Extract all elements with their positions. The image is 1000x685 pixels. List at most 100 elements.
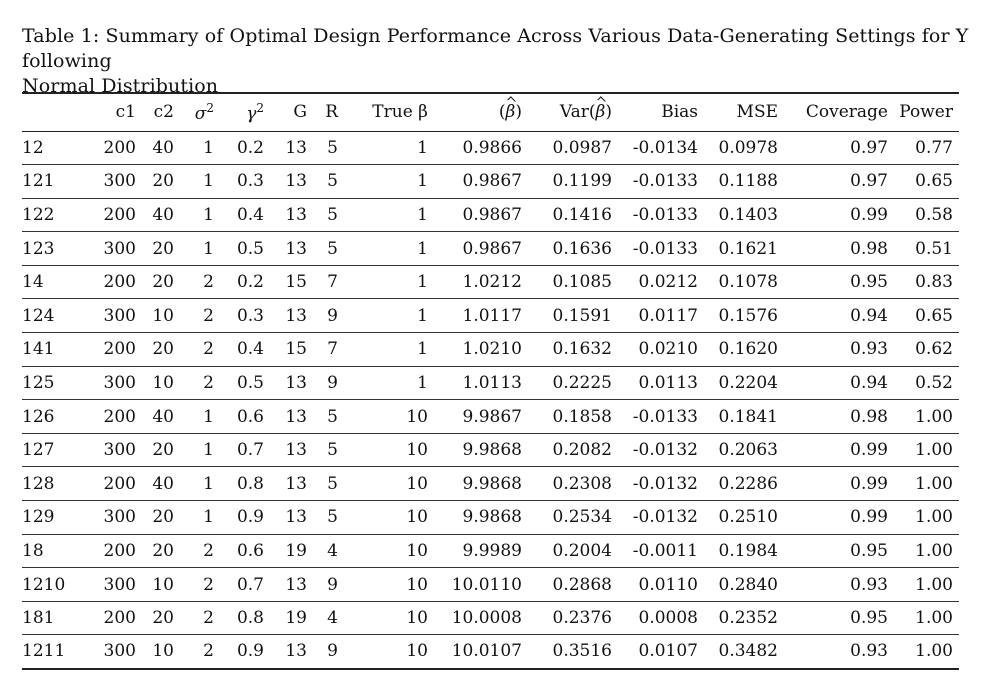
cell-sigma2: 1 xyxy=(203,204,214,225)
cell-r: 5 xyxy=(327,473,338,494)
cell-beta-hat: 1.0210 xyxy=(462,339,522,360)
cell-mse: 0.2352 xyxy=(718,608,778,629)
cell-c2: 10 xyxy=(152,305,174,326)
cell-power: 0.58 xyxy=(915,204,953,225)
cell-true-beta: 10 xyxy=(406,473,428,494)
cell-c1: 200 xyxy=(103,406,136,427)
cell-c1: 300 xyxy=(103,641,136,662)
cell-sigma2: 2 xyxy=(203,272,214,293)
cell-g: 15 xyxy=(285,272,307,293)
cell-coverage: 0.95 xyxy=(850,272,888,293)
cell-power: 0.77 xyxy=(915,137,953,158)
cell-c1: 300 xyxy=(103,440,136,461)
cell-sigma2: 1 xyxy=(203,238,214,259)
cell-g: 13 xyxy=(285,238,307,259)
cell-r: 9 xyxy=(327,574,338,595)
cell-g: 15 xyxy=(285,339,307,360)
header-id xyxy=(22,93,86,131)
cell-true-beta: 1 xyxy=(417,171,428,192)
cell-c2: 20 xyxy=(152,339,174,360)
cell-sigma2: 2 xyxy=(203,574,214,595)
cell-c1: 300 xyxy=(103,171,136,192)
cell-beta-hat: 1.0113 xyxy=(462,372,522,393)
cell-coverage: 0.95 xyxy=(850,608,888,629)
beta-hat-symbol: β xyxy=(505,102,516,123)
cell-mse: 0.1078 xyxy=(718,272,778,293)
cell-power: 1.00 xyxy=(915,608,953,629)
header-sigma2: σ2 xyxy=(174,93,214,131)
cell-id: 128 xyxy=(22,473,55,494)
cell-r: 9 xyxy=(327,372,338,393)
cell-c1: 200 xyxy=(103,204,136,225)
cell-true-beta: 1 xyxy=(417,204,428,225)
cell-g: 13 xyxy=(285,305,307,326)
table-row: 126 200 40 1 0.6 13 5 10 9.9867 0.1858 -0.0133 0.18… xyxy=(22,400,959,434)
cell-g: 13 xyxy=(285,574,307,595)
cell-id: 122 xyxy=(22,204,55,225)
cell-power: 1.00 xyxy=(915,440,953,461)
cell-c1: 300 xyxy=(103,507,136,528)
cell-c2: 10 xyxy=(152,574,174,595)
cell-gamma2: 0.6 xyxy=(236,540,264,561)
cell-c1: 200 xyxy=(103,272,136,293)
sigma-symbol: σ xyxy=(194,103,207,124)
cell-id: 141 xyxy=(22,339,55,360)
cell-gamma2: 0.4 xyxy=(236,339,264,360)
cell-c1: 200 xyxy=(103,540,136,561)
cell-bias: -0.0132 xyxy=(632,507,698,528)
cell-bias: -0.0132 xyxy=(632,440,698,461)
table-row: 1211 300 10 2 0.9 13 9 10 10.0107 0.3516 0.0107 0.3… xyxy=(22,635,959,669)
var-close: ) xyxy=(605,102,612,123)
cell-true-beta: 10 xyxy=(406,440,428,461)
cell-coverage: 0.97 xyxy=(850,137,888,158)
cell-true-beta: 1 xyxy=(417,238,428,259)
cell-gamma2: 0.3 xyxy=(236,171,264,192)
cell-beta-hat: 0.9867 xyxy=(462,204,522,225)
cell-mse: 0.2204 xyxy=(718,372,778,393)
cell-c2: 40 xyxy=(152,406,174,427)
cell-power: 0.62 xyxy=(915,339,953,360)
cell-mse: 0.1621 xyxy=(718,238,778,259)
cell-g: 13 xyxy=(285,406,307,427)
cell-r: 5 xyxy=(327,406,338,427)
gamma-symbol: γ xyxy=(246,103,257,124)
cell-power: 0.52 xyxy=(915,372,953,393)
cell-id: 129 xyxy=(22,507,55,528)
cell-sigma2: 1 xyxy=(203,171,214,192)
cell-c1: 300 xyxy=(103,372,136,393)
cell-power: 1.00 xyxy=(915,574,953,595)
cell-g: 13 xyxy=(285,440,307,461)
cell-sigma2: 1 xyxy=(203,406,214,427)
cell-bias: 0.0210 xyxy=(638,339,698,360)
cell-c1: 300 xyxy=(103,574,136,595)
cell-bias: 0.0117 xyxy=(638,305,698,326)
cell-gamma2: 0.3 xyxy=(236,305,264,326)
cell-bias: 0.0110 xyxy=(638,574,698,595)
cell-coverage: 0.93 xyxy=(850,574,888,595)
cell-true-beta: 10 xyxy=(406,540,428,561)
cell-g: 19 xyxy=(285,608,307,629)
cell-mse: 0.3482 xyxy=(718,641,778,662)
cell-beta-hat: 0.9867 xyxy=(462,238,522,259)
cell-r: 9 xyxy=(327,305,338,326)
cell-sigma2: 2 xyxy=(203,372,214,393)
cell-gamma2: 0.2 xyxy=(236,137,264,158)
table-row: 141 200 20 2 0.4 15 7 1 1.0210 0.1632 0.0210 0.1620… xyxy=(22,333,959,367)
cell-coverage: 0.97 xyxy=(850,171,888,192)
cell-power: 1.00 xyxy=(915,641,953,662)
table-row: 123 300 20 1 0.5 13 5 1 0.9867 0.1636 -0.0133 0.162… xyxy=(22,232,959,266)
cell-power: 1.00 xyxy=(915,406,953,427)
cell-g: 13 xyxy=(285,171,307,192)
beta-hat-close: ) xyxy=(515,102,522,123)
cell-g: 19 xyxy=(285,540,307,561)
cell-c1: 200 xyxy=(103,137,136,158)
cell-c1: 200 xyxy=(103,473,136,494)
cell-var-beta-hat: 0.2225 xyxy=(552,372,612,393)
cell-mse: 0.2510 xyxy=(718,507,778,528)
cell-c2: 10 xyxy=(152,641,174,662)
cell-coverage: 0.93 xyxy=(850,641,888,662)
cell-id: 12 xyxy=(22,137,44,158)
cell-var-beta-hat: 0.0987 xyxy=(552,137,612,158)
cell-gamma2: 0.2 xyxy=(236,272,264,293)
cell-id: 127 xyxy=(22,440,55,461)
